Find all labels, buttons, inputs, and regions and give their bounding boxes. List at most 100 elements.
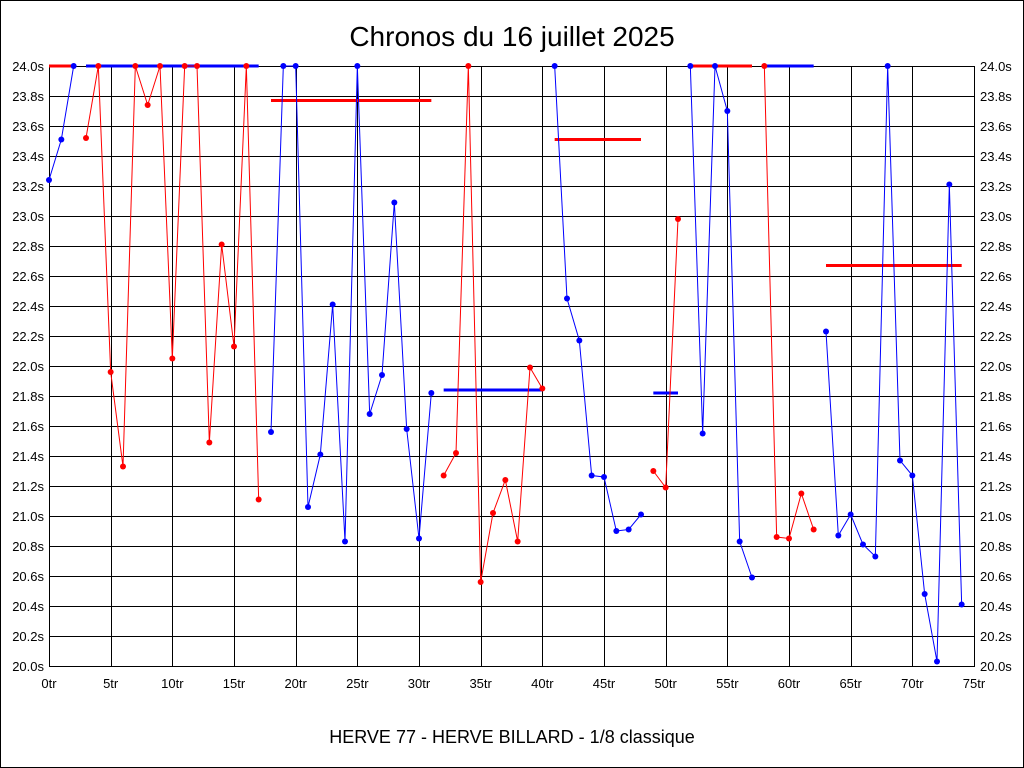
data-point: [107, 369, 114, 375]
data-point: [786, 535, 792, 542]
y-tick-label: 20.4s: [980, 599, 1012, 614]
data-point: [638, 511, 644, 518]
x-tick-label: 75tr: [963, 676, 986, 691]
x-tick-label: 45tr: [593, 676, 616, 691]
data-point: [181, 63, 188, 69]
data-point: [354, 63, 361, 69]
data-point: [527, 364, 533, 371]
x-tick-label: 25tr: [346, 676, 369, 691]
y-tick-label: 22.4s: [12, 299, 44, 314]
data-point: [749, 574, 755, 581]
data-point: [613, 528, 620, 534]
y-tick-label: 20.0s: [12, 659, 44, 674]
data-point: [514, 538, 521, 545]
data-point: [539, 385, 546, 392]
data-point: [860, 541, 866, 548]
series-line: [270, 65, 432, 542]
y-tick-label: 22.0s: [980, 359, 1012, 374]
y-tick-label: 23.8s: [12, 89, 44, 104]
y-tick-label: 22.2s: [12, 329, 44, 344]
data-point: [946, 181, 953, 188]
y-tick-label: 20.0s: [980, 659, 1012, 674]
data-point: [490, 510, 496, 516]
x-tick-label: 55tr: [716, 676, 739, 691]
data-point: [724, 108, 731, 114]
data-point: [391, 199, 398, 206]
data-point: [601, 474, 607, 480]
data-point: [428, 390, 435, 396]
data-point: [958, 601, 965, 608]
data-point: [502, 477, 509, 483]
data-point: [243, 63, 250, 69]
y-tick-label: 23.8s: [980, 89, 1012, 104]
data-point: [280, 63, 287, 69]
y-tick-label: 21.0s: [12, 509, 44, 524]
data-point: [46, 177, 52, 183]
x-tick-label: 65tr: [839, 676, 862, 691]
data-point: [268, 429, 274, 435]
y-tick-label: 20.8s: [12, 539, 44, 554]
data-point: [416, 535, 422, 542]
y-tick-label: 23.2s: [980, 179, 1012, 194]
y-tick-label: 22.8s: [12, 239, 44, 254]
x-tick-label: 50tr: [654, 676, 677, 691]
data-point: [329, 301, 336, 308]
data-point: [934, 658, 940, 665]
y-tick-label: 21.0s: [980, 509, 1012, 524]
data-point: [551, 63, 558, 69]
data-point: [132, 63, 139, 69]
data-point: [477, 579, 484, 585]
data-point: [342, 538, 348, 545]
data-point: [687, 63, 694, 69]
y-tick-label: 23.6s: [980, 119, 1012, 134]
data-point: [662, 484, 669, 491]
y-tick-label: 23.0s: [12, 209, 44, 224]
y-tick-label: 23.2s: [12, 179, 44, 194]
data-point: [761, 63, 768, 69]
x-tick-label: 40tr: [531, 676, 554, 691]
data-point: [650, 468, 657, 474]
data-point: [305, 504, 311, 510]
data-point: [403, 426, 410, 432]
y-tick-label: 23.0s: [980, 209, 1012, 224]
y-tick-label: 20.4s: [12, 599, 44, 614]
series-line: [48, 65, 75, 181]
data-point: [144, 102, 151, 108]
x-tick-label: 5tr: [103, 676, 119, 691]
y-tick-label: 21.4s: [980, 449, 1012, 464]
data-point: [255, 496, 262, 503]
data-point: [379, 372, 385, 378]
data-series: [46, 63, 965, 665]
data-point: [564, 295, 570, 302]
x-tick-label: 70tr: [901, 676, 924, 691]
x-tick-label: 35tr: [469, 676, 492, 691]
y-tick-label: 21.8s: [12, 389, 44, 404]
x-tick-label: 20tr: [284, 676, 307, 691]
y-tick-label: 20.2s: [12, 629, 44, 644]
data-point: [194, 63, 200, 69]
data-point: [317, 451, 324, 458]
data-point: [823, 328, 829, 335]
chart-title: Chronos du 16 juillet 2025: [349, 21, 675, 52]
y-tick-label: 22.6s: [980, 269, 1012, 284]
y-tick-label: 21.4s: [12, 449, 44, 464]
y-tick-label: 22.6s: [12, 269, 44, 284]
series-line: [443, 65, 543, 583]
data-point: [921, 591, 928, 597]
x-axis-labels: 0tr 5tr 10tr 15tr 20tr 25tr 30tr 35tr 40tr 45tr 50…: [41, 676, 985, 691]
data-point: [169, 355, 176, 362]
plot-frame: [49, 66, 975, 667]
y-tick-label: 22.0s: [12, 359, 44, 374]
y-tick-label: 23.4s: [12, 149, 44, 164]
y-tick-label: 24.0s: [12, 59, 44, 74]
data-point: [884, 63, 891, 69]
data-point: [157, 63, 163, 69]
data-point: [773, 534, 780, 540]
data-point: [453, 450, 459, 456]
data-point: [58, 136, 65, 143]
y-tick-label: 21.2s: [12, 479, 44, 494]
data-point: [120, 463, 126, 470]
series-line: [689, 65, 753, 578]
data-point: [465, 63, 472, 69]
